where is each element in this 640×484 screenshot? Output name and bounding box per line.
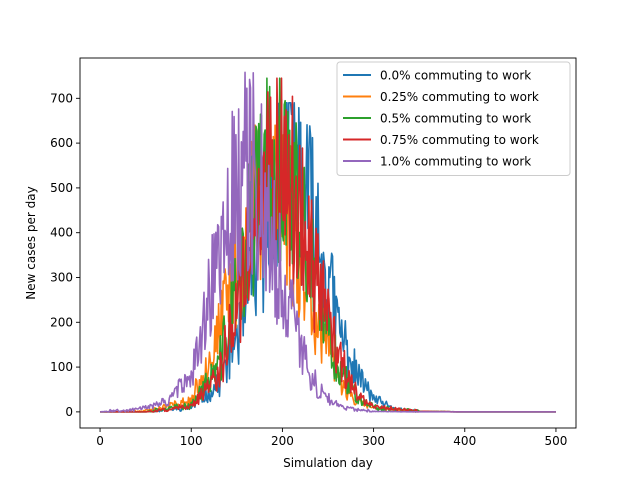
- plot-frame: [79, 57, 577, 429]
- x-tick-label: 300: [362, 434, 385, 448]
- x-tick-label: 0: [96, 434, 104, 448]
- y-tick-label: 200: [50, 315, 73, 329]
- y-tick-label: 600: [50, 136, 73, 150]
- x-axis-label: Simulation day: [283, 456, 373, 470]
- y-tick-label: 400: [50, 226, 73, 240]
- x-axis: 0 100 200 300 400 500: [96, 428, 567, 448]
- legend-entry: 0.25% commuting to work: [380, 90, 539, 104]
- y-tick-label: 500: [50, 181, 73, 195]
- x-tick-label: 500: [544, 434, 567, 448]
- legend: 0.0% commuting to work 0.25% commuting to…: [336, 61, 571, 176]
- y-tick-label: 700: [50, 91, 73, 105]
- series-line-4: [100, 71, 556, 413]
- y-tick-label: 100: [50, 360, 73, 374]
- y-tick-label: 0: [65, 405, 73, 419]
- x-tick-label: 100: [180, 434, 203, 448]
- legend-entry: 0.5% commuting to work: [380, 112, 531, 126]
- y-tick-label: 300: [50, 270, 73, 284]
- legend-entry: 0.75% commuting to work: [380, 133, 539, 147]
- x-tick-label: 200: [271, 434, 294, 448]
- legend-box: [336, 61, 571, 176]
- x-tick-label: 400: [453, 434, 476, 448]
- y-axis-label: New cases per day: [24, 186, 38, 299]
- legend-entry: 1.0% commuting to work: [380, 155, 531, 169]
- series-layer: [100, 71, 556, 413]
- y-axis: 0 100 200 300 400 500 600 700: [50, 91, 80, 419]
- legend-entry: 0.0% commuting to work: [380, 69, 531, 83]
